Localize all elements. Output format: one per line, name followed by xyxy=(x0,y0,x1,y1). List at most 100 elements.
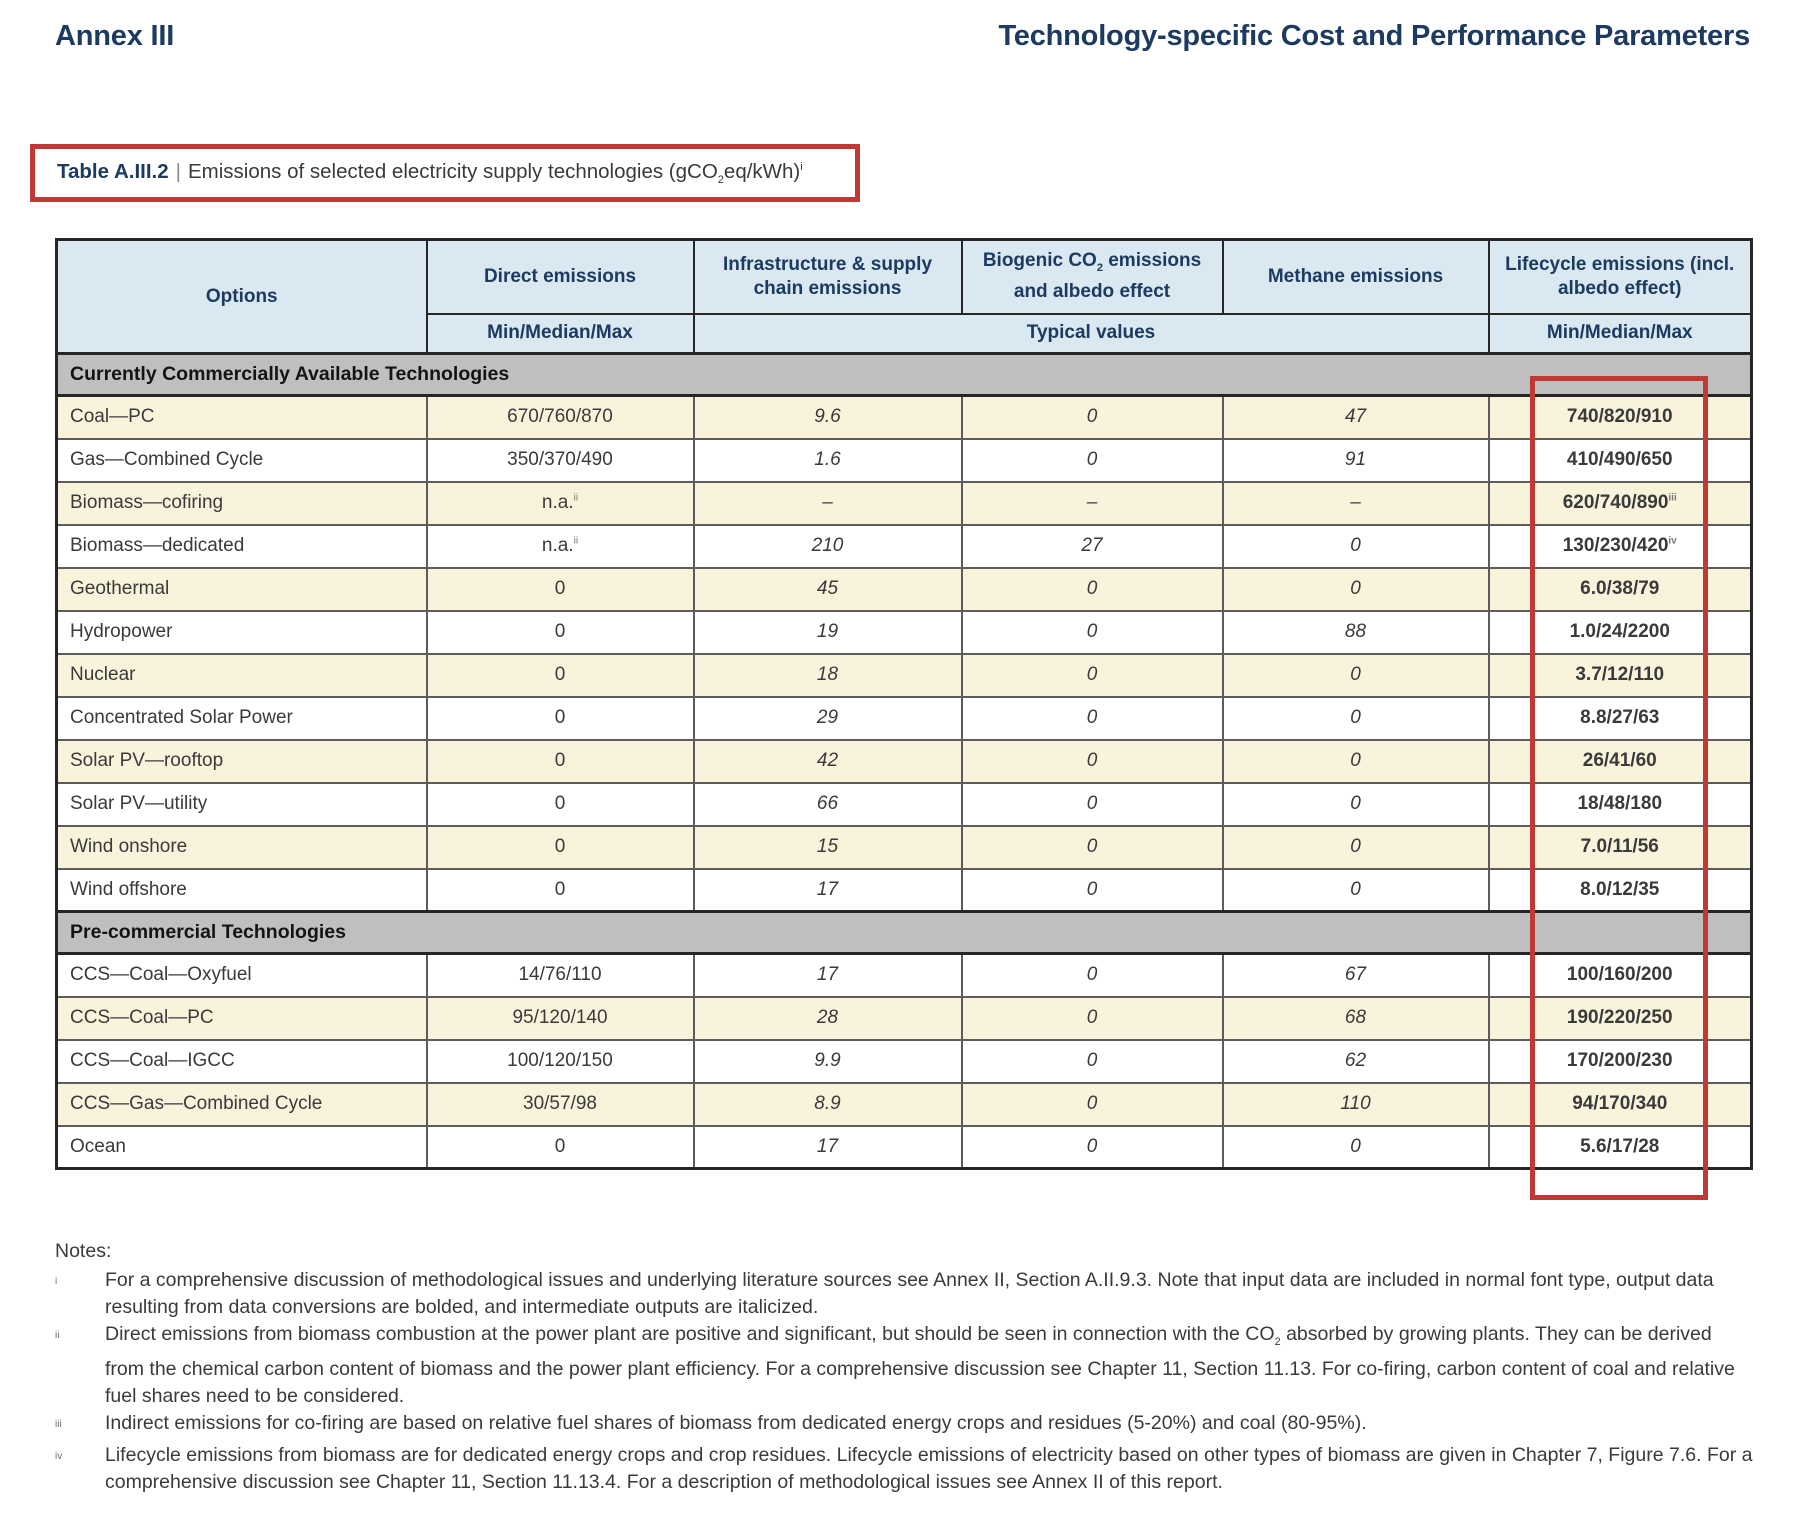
caption-annotation-box: Table A.III.2 | Emissions of selected elec… xyxy=(30,144,860,202)
subheader-lifecycle-min-median-max: Min/Median/Max xyxy=(1487,312,1753,355)
cell-lifecycle: 410/490/650 xyxy=(1487,437,1753,483)
cell-methane: 0 xyxy=(1221,523,1490,569)
table-row: Ocean 0 17 0 0 5.6/17/28 xyxy=(55,1124,1753,1170)
cell-infrastructure: 210 xyxy=(692,523,963,569)
cell-lifecycle: 740/820/910 xyxy=(1487,394,1753,440)
cell-option: Wind onshore xyxy=(55,824,428,870)
cell-methane: 0 xyxy=(1221,738,1490,784)
col-header-methane: Methane emissions xyxy=(1221,238,1490,315)
cell-option: CCS—Coal—PC xyxy=(55,995,428,1041)
cell-infrastructure: 9.6 xyxy=(692,394,963,440)
section-title: Currently Commercially Available Technol… xyxy=(56,352,1752,397)
subheader-typical-values: Typical values xyxy=(692,312,1490,355)
cell-direct: 0 xyxy=(425,609,695,655)
cell-methane: 110 xyxy=(1221,1081,1490,1127)
cell-biogenic: 0 xyxy=(960,824,1224,870)
table-caption-text: Emissions of selected electricity supply… xyxy=(187,159,803,187)
cell-methane: 62 xyxy=(1221,1038,1490,1084)
cell-direct: 0 xyxy=(425,1124,695,1170)
cell-lifecycle: 8.8/27/63 xyxy=(1487,695,1753,741)
cell-lifecycle: 170/200/230 xyxy=(1487,1038,1753,1084)
note-text: Direct emissions from biomass combustion… xyxy=(105,1323,1735,1407)
cell-lifecycle: 7.0/11/56 xyxy=(1487,824,1753,870)
cell-lifecycle: 130/230/420iv xyxy=(1487,523,1753,569)
cell-methane: 0 xyxy=(1221,566,1490,612)
table-header: Options Direct emissions Infrastructure … xyxy=(55,238,1753,355)
notes-title: Notes: xyxy=(55,1240,112,1262)
cell-direct: 0 xyxy=(425,781,695,827)
cell-option: Biomass—dedicated xyxy=(55,523,428,569)
cell-biogenic: 0 xyxy=(960,738,1224,784)
cell-methane: 0 xyxy=(1221,781,1490,827)
emissions-table: Options Direct emissions Infrastructure … xyxy=(55,238,1753,1170)
cell-biogenic: 0 xyxy=(960,867,1224,913)
cell-direct: 14/76/110 xyxy=(425,952,695,998)
cell-lifecycle: 620/740/890iii xyxy=(1487,480,1753,526)
cell-direct: 350/370/490 xyxy=(425,437,695,483)
table-row: Solar PV—rooftop 0 42 0 0 26/41/60 xyxy=(55,738,1753,784)
cell-lifecycle: 6.0/38/79 xyxy=(1487,566,1753,612)
cell-direct: 0 xyxy=(425,652,695,698)
cell-direct: 670/760/870 xyxy=(425,394,695,440)
cell-lifecycle: 1.0/24/2200 xyxy=(1487,609,1753,655)
cell-lifecycle: 18/48/180 xyxy=(1487,781,1753,827)
note-item: i For a comprehensive discussion of metho… xyxy=(55,1267,1755,1321)
table-row: CCS—Gas—Combined Cycle 30/57/98 8.9 0 110 94/… xyxy=(55,1081,1753,1127)
cell-infrastructure: 1.6 xyxy=(692,437,963,483)
cell-direct: 0 xyxy=(425,738,695,784)
cell-biogenic: 0 xyxy=(960,652,1224,698)
cell-lifecycle: 5.6/17/28 xyxy=(1487,1124,1753,1170)
cell-infrastructure: 66 xyxy=(692,781,963,827)
subheader-direct-min-median-max: Min/Median/Max xyxy=(425,312,695,355)
col-header-options: Options xyxy=(55,238,428,355)
cell-infrastructure: 29 xyxy=(692,695,963,741)
notes-list: i For a comprehensive discussion of metho… xyxy=(55,1267,1755,1496)
cell-option: Solar PV—utility xyxy=(55,781,428,827)
cell-methane: 0 xyxy=(1221,867,1490,913)
cell-option: Coal—PC xyxy=(55,394,428,440)
cell-biogenic: 0 xyxy=(960,437,1224,483)
cell-methane: 67 xyxy=(1221,952,1490,998)
cell-methane: 91 xyxy=(1221,437,1490,483)
cell-option: CCS—Coal—IGCC xyxy=(55,1038,428,1084)
note-text: Indirect emissions for co-firing are bas… xyxy=(105,1411,1367,1434)
cell-biogenic: 0 xyxy=(960,1038,1224,1084)
note-text: For a comprehensive discussion of method… xyxy=(105,1269,1714,1318)
table-caption-label: Table A.III.2 xyxy=(57,159,169,183)
table-row: Wind offshore 0 17 0 0 8.0/12/35 xyxy=(55,867,1753,913)
cell-option: Wind offshore xyxy=(55,867,428,913)
note-marker: ii xyxy=(55,1330,60,1341)
col-header-infrastructure: Infrastructure & supply chain emissions xyxy=(692,238,963,315)
caption-separator: | xyxy=(175,159,181,183)
section-title: Pre-commercial Technologies xyxy=(56,910,1752,955)
table-row: Concentrated Solar Power 0 29 0 0 8.8/27/63 xyxy=(55,695,1753,741)
cell-option: Solar PV—rooftop xyxy=(55,738,428,784)
cell-option: Ocean xyxy=(55,1124,428,1170)
note-marker: iii xyxy=(55,1418,62,1430)
cell-infrastructure: 17 xyxy=(692,867,963,913)
table-row: Biomass—cofiring n.a.ii – – –620/740/890iii xyxy=(55,480,1753,526)
cell-option: Concentrated Solar Power xyxy=(55,695,428,741)
cell-infrastructure: 8.9 xyxy=(692,1081,963,1127)
cell-methane: 88 xyxy=(1221,609,1490,655)
table-row: CCS—Coal—PC 95/120/140 28 0 68 190/220/250 xyxy=(55,995,1753,1041)
cell-lifecycle: 190/220/250 xyxy=(1487,995,1753,1041)
cell-biogenic: 0 xyxy=(960,952,1224,998)
cell-methane: – xyxy=(1221,480,1490,526)
cell-biogenic: 0 xyxy=(960,1081,1224,1127)
cell-biogenic: 0 xyxy=(960,394,1224,440)
table-row: Geothermal 0 45 0 0 6.0/38/79 xyxy=(55,566,1753,612)
section-header-row: Pre-commercial Technologies xyxy=(56,910,1752,955)
cell-infrastructure: 17 xyxy=(692,1124,963,1170)
table-body: Currently Commercially Available Technol… xyxy=(55,352,1753,1170)
cell-biogenic: 0 xyxy=(960,995,1224,1041)
cell-biogenic: 0 xyxy=(960,695,1224,741)
cell-methane: 47 xyxy=(1221,394,1490,440)
cell-biogenic: 0 xyxy=(960,609,1224,655)
col-header-lifecycle: Lifecycle emissions (incl. albedo effect… xyxy=(1487,238,1753,315)
cell-infrastructure: 15 xyxy=(692,824,963,870)
cell-infrastructure: 45 xyxy=(692,566,963,612)
table-row: Nuclear 0 18 0 0 3.7/12/110 xyxy=(55,652,1753,698)
table-row: Coal—PC 670/760/870 9.6 0 47 740/820/910 xyxy=(55,394,1753,440)
